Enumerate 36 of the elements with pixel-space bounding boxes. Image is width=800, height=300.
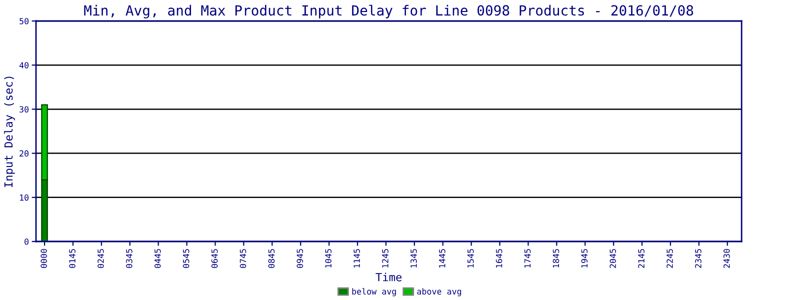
x-axis-title: Time [376, 272, 402, 282]
x-tick-label: 2245 [666, 249, 673, 268]
x-tick-label: 0645 [211, 249, 218, 268]
x-tick-label: 0345 [126, 249, 132, 268]
x-tick-label: 1745 [524, 249, 531, 268]
x-tick-label: 0545 [182, 249, 190, 268]
x-tick-label: 2045 [610, 249, 616, 268]
y-tick-label: 0 [24, 238, 29, 245]
x-tick-label: 1345 [410, 249, 417, 268]
x-tick-label: 0445 [154, 249, 161, 268]
x-tick-label: 2430 [724, 248, 730, 268]
legend-label: above avg [417, 288, 462, 296]
x-tick-label: 1045 [325, 249, 332, 268]
x-tick-label: 1945 [581, 249, 588, 268]
x-tick-label: 1545 [468, 249, 474, 268]
x-tick-label: 0945 [296, 249, 304, 268]
x-tick-label: 2145 [638, 249, 644, 268]
y-tick-label: 20 [20, 150, 29, 157]
x-tick-label: 0000 [40, 248, 47, 268]
x-tick-label: 0745 [240, 249, 246, 268]
y-axis-title: Input Delay (sec) [4, 76, 15, 188]
y-tick-label: 30 [20, 106, 29, 113]
chart-title: Min, Avg, and Max Product Input Delay for Line 0098 Products - 2016/01/08 [84, 4, 694, 18]
legend-label: below avg [352, 288, 396, 296]
x-tick-label: 1845 [552, 249, 560, 268]
x-tick-label: 1645 [496, 249, 502, 268]
x-tick-label: 1445 [439, 249, 446, 268]
x-tick-label: 1245 [382, 249, 388, 268]
x-tick-label: 0245 [98, 249, 104, 268]
y-tick-label: 10 [20, 194, 29, 201]
x-tick-label: 1145 [354, 249, 360, 268]
x-tick-label: 0145 [69, 249, 76, 268]
x-tick-label: 0845 [268, 249, 275, 268]
y-tick-label: 50 [20, 18, 29, 24]
x-tick-label: 2345 [695, 249, 702, 268]
y-tick-label: 40 [19, 62, 29, 68]
